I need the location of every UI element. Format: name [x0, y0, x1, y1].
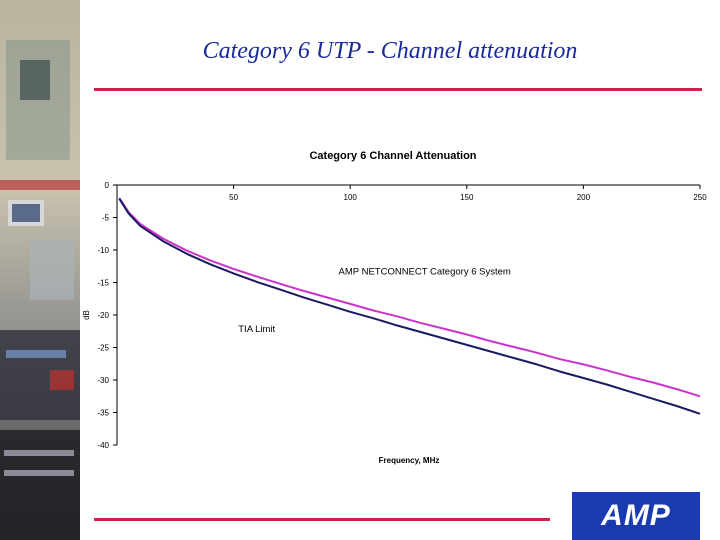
footer-divider — [94, 518, 550, 521]
x-tick-label: 250 — [693, 193, 707, 202]
sidebar-decorative-image — [0, 0, 80, 540]
x-tick-label: 100 — [344, 193, 358, 202]
x-tick-label: 200 — [577, 193, 591, 202]
x-tick-label: 50 — [229, 193, 238, 202]
series-line-tia-limit — [118, 198, 701, 415]
amp-logo: AMP — [572, 492, 700, 540]
y-tick-label: -30 — [97, 376, 109, 385]
annotation-amp-system: AMP NETCONNECT Category 6 System — [339, 267, 511, 278]
y-tick-label: -35 — [97, 409, 109, 418]
y-tick-label: -5 — [102, 214, 110, 223]
y-axis-label: dB — [82, 310, 91, 320]
chart-title: Category 6 Channel Attenuation — [309, 150, 476, 162]
y-tick-label: -25 — [97, 344, 109, 353]
plot-area — [117, 185, 700, 445]
slide-title: Category 6 UTP - Channel attenuation — [202, 38, 578, 64]
series-line-amp-netconnect — [118, 197, 701, 398]
annotation-tia-limit: TIA Limit — [238, 324, 275, 335]
y-tick-label: -20 — [97, 311, 109, 320]
title-divider — [94, 88, 702, 91]
y-tick-label: -10 — [97, 246, 109, 255]
y-tick-label: -15 — [97, 279, 109, 288]
x-tick-label: 150 — [460, 193, 474, 202]
y-tick-label: 0 — [105, 181, 110, 190]
amp-logo-text: AMP — [601, 499, 671, 532]
x-axis-label: Frequency, MHz — [379, 456, 440, 465]
y-tick-label: -40 — [97, 441, 109, 450]
